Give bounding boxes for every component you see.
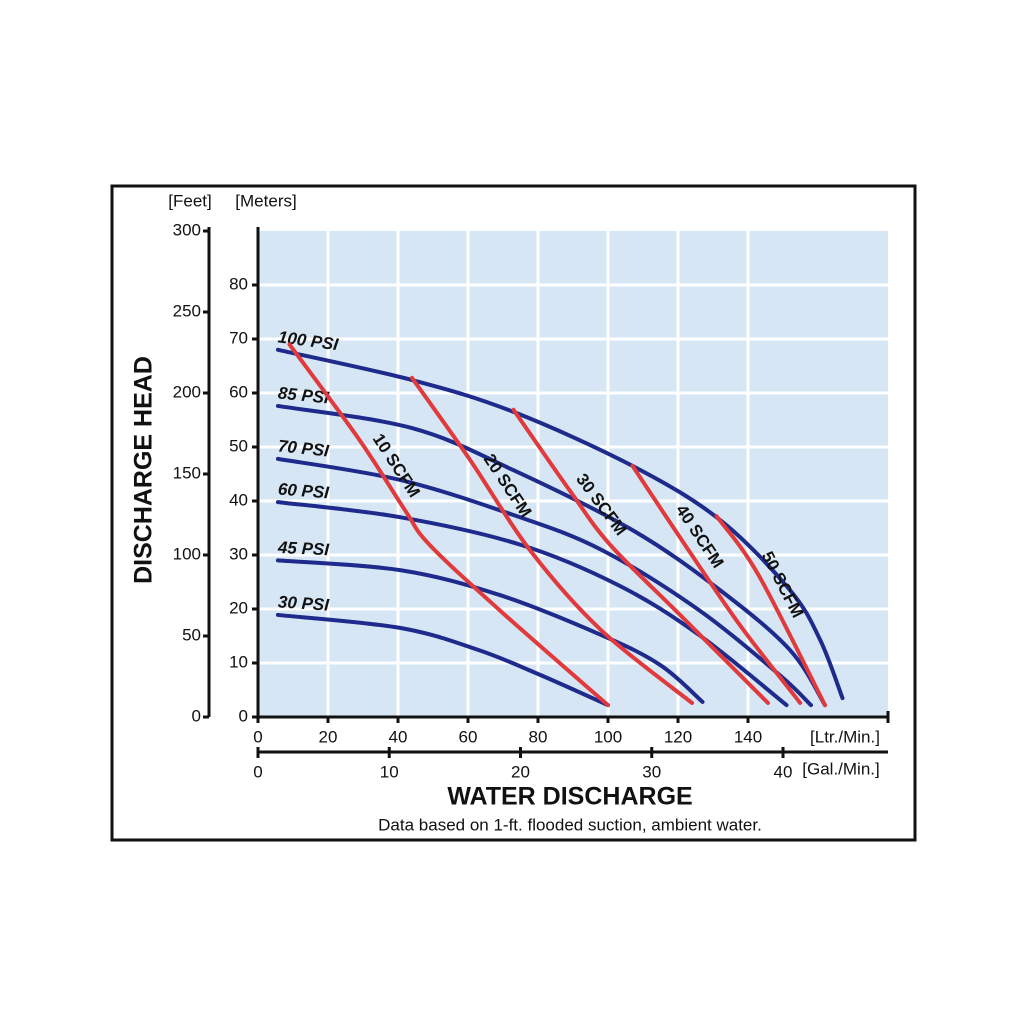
y-tick-label: 40 [229, 490, 248, 509]
y-tick-label: 50 [229, 436, 248, 455]
y2-tick-label: 200 [173, 382, 201, 401]
x-unit: [Ltr./Min.] [810, 727, 880, 746]
y2-tick-label: 250 [173, 301, 201, 320]
x-tick-label: 40 [389, 727, 408, 746]
curve [714, 514, 827, 708]
curve-label: 60 PSI [277, 480, 331, 503]
curve [287, 342, 610, 708]
x-tick-label: 0 [253, 727, 262, 746]
y-tick-label: 60 [229, 382, 248, 401]
x2-tick-label: 30 [642, 762, 661, 781]
x-tick-label: 140 [734, 727, 762, 746]
y-tick-label: 0 [239, 706, 248, 725]
x-tick-label: 60 [459, 727, 478, 746]
x2-tick-label: 10 [380, 762, 399, 781]
curve-label: 45 PSI [277, 538, 331, 560]
x2-unit: [Gal./Min.] [802, 759, 879, 778]
y2-tick-label: 300 [173, 220, 201, 239]
x2-tick-label: 20 [511, 762, 530, 781]
y2-unit: [Feet] [168, 191, 211, 210]
x-tick-label: 120 [664, 727, 692, 746]
y-unit: [Meters] [235, 191, 296, 210]
y2-tick-label: 150 [173, 463, 201, 482]
curve [410, 375, 694, 705]
y2-tick-label: 0 [192, 706, 201, 725]
x2-tick-label: 0 [253, 762, 262, 781]
note: Data based on 1-ft. flooded suction, amb… [378, 815, 762, 834]
curve-label: 30 PSI [277, 592, 330, 614]
curve [275, 403, 827, 708]
x-tick-label: 100 [594, 727, 622, 746]
curve [275, 612, 610, 708]
y2-tick-label: 50 [182, 625, 201, 644]
x-tick-label: 80 [529, 727, 548, 746]
y-tick-label: 70 [229, 328, 248, 347]
y-tick-label: 30 [229, 544, 248, 563]
y-tick-label: 10 [229, 652, 248, 671]
curve [275, 558, 705, 704]
curve [630, 463, 803, 705]
y-axis-title: DISCHARGE HEAD [130, 356, 158, 584]
curve [511, 407, 770, 705]
x-tick-label: 20 [319, 727, 338, 746]
y-tick-label: 20 [229, 598, 248, 617]
x-axis-title: WATER DISCHARGE [447, 783, 692, 811]
x2-tick-label: 40 [774, 762, 793, 781]
y-tick-label: 80 [229, 274, 248, 293]
y2-tick-label: 100 [173, 544, 201, 563]
